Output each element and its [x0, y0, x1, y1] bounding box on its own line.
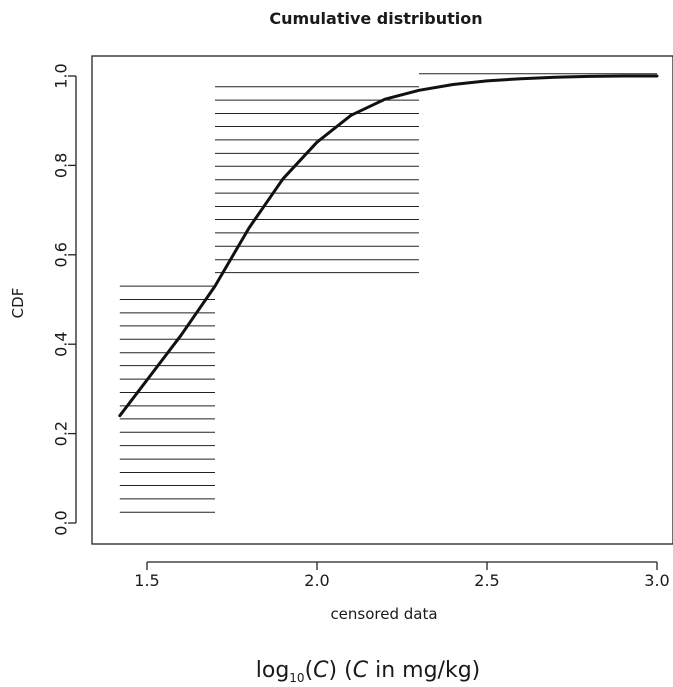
x-tick-label: 2.5: [474, 571, 499, 590]
y-tick-label: 1.0: [52, 63, 71, 88]
y-tick-label: 0.6: [52, 242, 71, 267]
censored-intervals: [119, 73, 657, 513]
units-caption: log10(C) (C in mg/kg): [256, 658, 481, 685]
y-tick-label: 0.8: [52, 153, 71, 178]
caption-log-base: 10: [289, 671, 304, 685]
x-tick-label: 3.0: [644, 571, 669, 590]
caption-variable-2: C: [353, 658, 369, 683]
y-axis-label: CDF: [9, 288, 27, 319]
cdf-curve: [118, 74, 659, 418]
y-axis: 0.0 0.2 0.4 0.6 0.8 1.0: [52, 63, 77, 536]
cdf-curve-group: [118, 74, 659, 418]
plot-frame: [91, 55, 673, 545]
caption-close-paren: ): [329, 658, 338, 683]
x-axis-label: censored data: [330, 605, 437, 623]
y-tick-label: 0.2: [52, 421, 71, 446]
x-axis: 1.5 2.0 2.5 3.0: [134, 561, 670, 590]
caption-variable: C: [313, 658, 329, 683]
chart-title: Cumulative distribution: [269, 9, 482, 28]
caption-open-paren-2: (: [344, 658, 353, 683]
y-tick-label: 0.4: [52, 331, 71, 356]
caption-log: log: [256, 658, 290, 683]
x-tick-label: 2.0: [304, 571, 329, 590]
caption-open-paren: (: [305, 658, 314, 683]
caption-units: in mg/kg): [368, 658, 480, 683]
y-tick-label: 0.0: [52, 510, 71, 535]
x-tick-label: 1.5: [134, 571, 159, 590]
caption-space: [337, 658, 344, 683]
